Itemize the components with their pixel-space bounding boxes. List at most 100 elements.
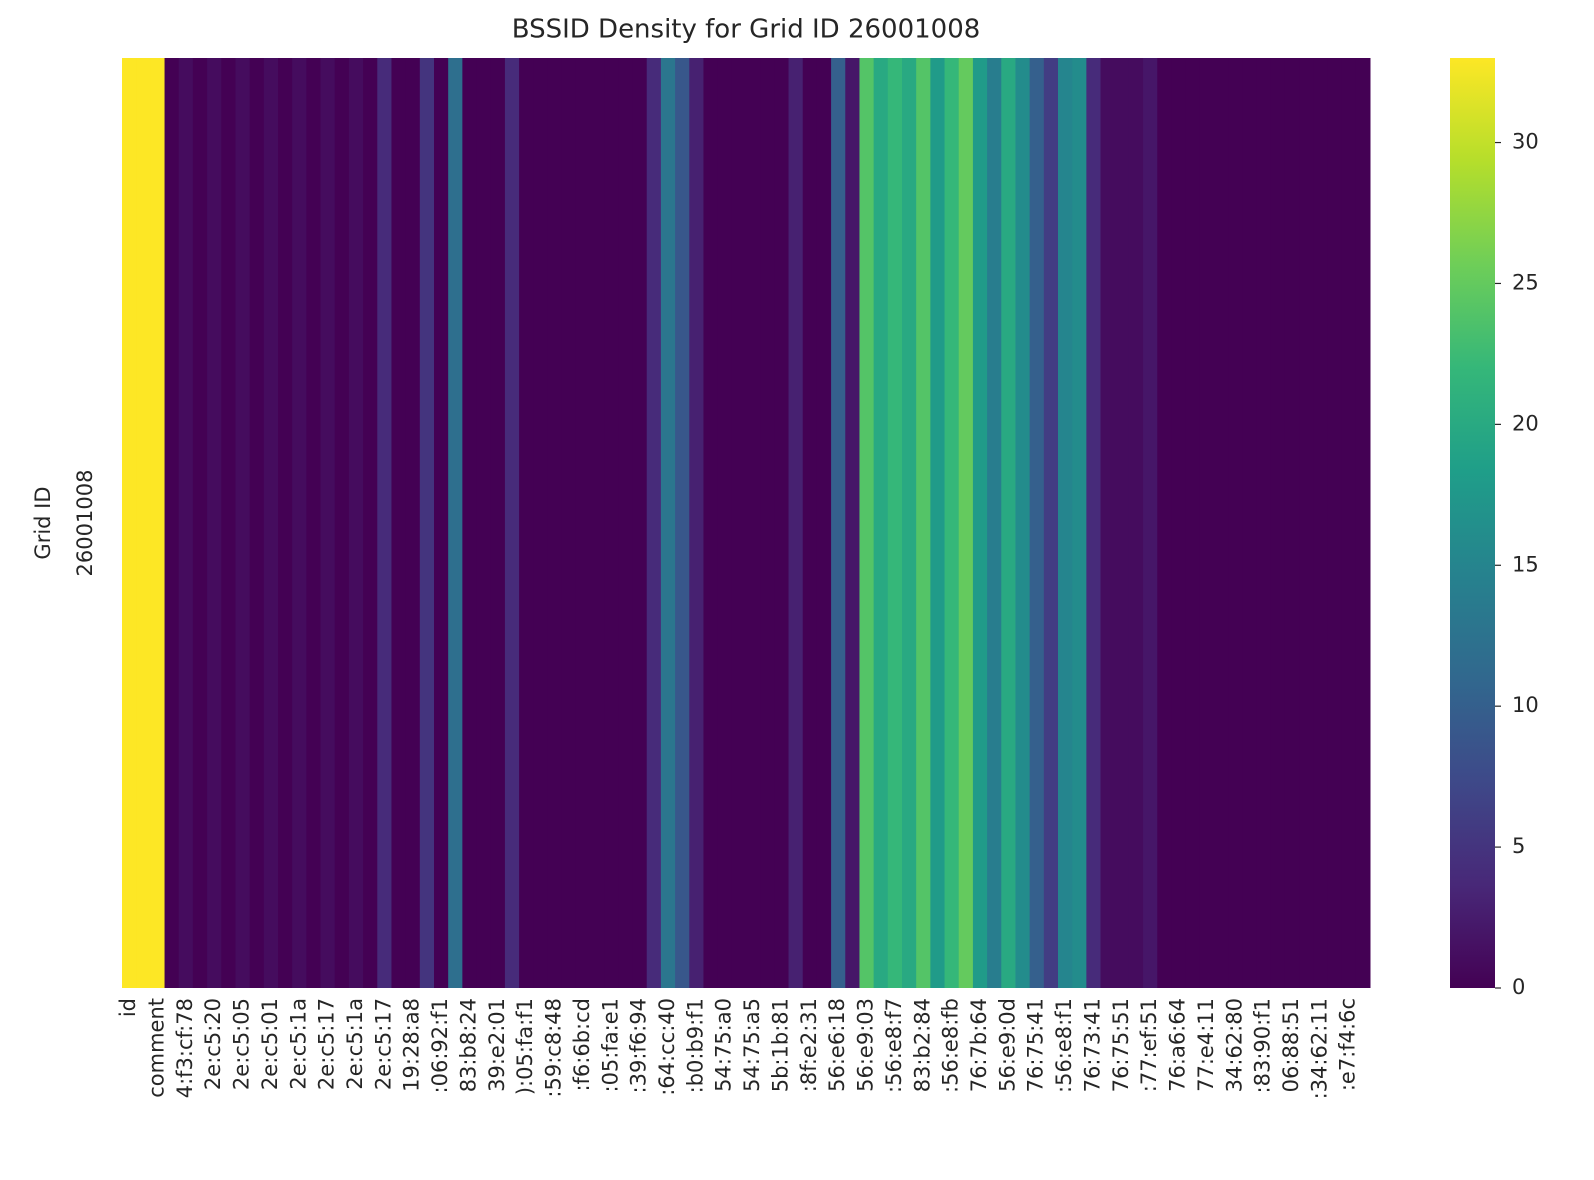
x-tick-label: :06:92:f1 (428, 998, 452, 1093)
heatmap-cell (1185, 58, 1201, 988)
x-tick-label: 76:75:51 (1109, 998, 1133, 1092)
x-tick-label: :56:e8:fb (939, 998, 963, 1093)
heatmap-cell (192, 58, 208, 988)
heatmap-cell (689, 58, 704, 988)
heatmap-cell (249, 58, 265, 988)
heatmap-cell (1043, 58, 1059, 988)
heatmap-cell (292, 58, 307, 988)
heatmap-cell (1299, 58, 1314, 988)
heatmap-cell (1284, 58, 1300, 988)
x-tick-label: :05:fa:e1 (598, 998, 622, 1093)
heatmap-cell (731, 58, 747, 988)
heatmap-cell (136, 58, 151, 988)
heatmap-cell (504, 58, 520, 988)
x-tick-label: 76:a6:64 (1166, 998, 1190, 1092)
heatmap-cell (122, 58, 137, 988)
heatmap-cell (178, 58, 194, 988)
heatmap-cell (703, 58, 719, 988)
heatmap-cell (278, 58, 293, 988)
x-tick-label: :77:ef:51 (1137, 998, 1161, 1092)
x-tick-label: :f6:6b:cd (570, 998, 594, 1092)
colorbar-tick-label: 10 (1512, 693, 1539, 717)
x-tick-label: 76:73:41 (1080, 998, 1104, 1092)
heatmap-cell (1242, 58, 1258, 988)
heatmap-cell (547, 58, 563, 988)
heatmap-cell (434, 58, 449, 988)
heatmap-cell (604, 58, 619, 988)
y-axis-label: Grid ID (31, 486, 55, 559)
chart-title: BSSID Density for Grid ID 26001008 (512, 15, 981, 45)
x-tick-label: 2e:c5:1a (286, 998, 310, 1090)
x-tick-label: 56:e9:03 (854, 998, 878, 1092)
heatmap-cell (831, 58, 846, 988)
x-tick-label: 76:75:41 (1024, 998, 1048, 1092)
x-tick-label: :64:cc:40 (655, 998, 679, 1096)
heatmap-cell (774, 58, 790, 988)
heatmap-cell (632, 58, 648, 988)
heatmap-cell (1157, 58, 1172, 988)
heatmap-cell (646, 58, 662, 988)
heatmap-cell (1228, 58, 1243, 988)
heatmap-cell (845, 58, 860, 988)
x-tick-label: 2e:c5:1a (343, 998, 367, 1090)
x-tick-label: :59:c8:48 (542, 998, 566, 1098)
x-tick-label: 56:e9:0d (995, 998, 1019, 1092)
x-tick-label: 2e:c5:05 (230, 998, 254, 1090)
heatmap-cell (363, 58, 378, 988)
heatmap-cell (788, 58, 804, 988)
x-tick-label: :e7:f4:6c (1336, 998, 1360, 1091)
heatmap-cell (533, 58, 548, 988)
colorbar-tick-label: 25 (1512, 270, 1539, 294)
x-tick-label: comment (144, 998, 168, 1098)
y-tick-label: 26001008 (73, 470, 97, 577)
heatmap-cell (1128, 58, 1144, 988)
heatmap-cell (916, 58, 931, 988)
x-tick-label: 39:e2:01 (485, 998, 509, 1092)
x-tick-label: 2e:c5:20 (201, 998, 225, 1090)
heatmap-cell (1214, 58, 1229, 988)
x-tick-label: ):05:fa:f1 (513, 998, 537, 1095)
x-tick-label: 76:7b:64 (967, 998, 991, 1092)
heatmap-cell (519, 58, 534, 988)
heatmap-cell (958, 58, 974, 988)
heatmap-cell (717, 58, 733, 988)
x-tick-label: :8f:e2:31 (797, 998, 821, 1092)
heatmap-cell (1100, 58, 1116, 988)
x-tick-label: 34:62:80 (1222, 998, 1246, 1092)
heatmap-cell (1341, 58, 1357, 988)
x-tick-label: 54:75:a0 (712, 998, 736, 1092)
colorbar-tick-label: 20 (1512, 411, 1539, 435)
x-tick-label: :56:e8:f1 (1052, 998, 1076, 1093)
heatmap-cell (1015, 58, 1031, 988)
heatmap-cell (1199, 58, 1215, 988)
heatmap-cell (462, 58, 478, 988)
x-tick-label: :56:e8:f7 (882, 998, 906, 1093)
heatmap-cell (1327, 58, 1343, 988)
heatmap-cell (348, 58, 364, 988)
heatmap-cell (1086, 58, 1102, 988)
heatmap-cell (944, 58, 960, 988)
x-tick-label: 54:75:a5 (740, 998, 764, 1092)
heatmap-cell (235, 58, 251, 988)
x-tick-label: 2e:c5:01 (258, 998, 282, 1090)
heatmap-cell (1029, 58, 1045, 988)
heatmap-cell (306, 58, 322, 988)
heatmap-cell (476, 58, 492, 988)
heatmap-cell (873, 58, 889, 988)
heatmap-cell (1355, 58, 1371, 988)
heatmap-cell (859, 58, 875, 988)
heatmap-cell (320, 58, 336, 988)
heatmap-cell (930, 58, 946, 988)
heatmap-cell (391, 58, 407, 988)
x-tick-label: 83:b2:84 (910, 998, 934, 1092)
heatmap-cell (746, 58, 761, 988)
heatmap-cell (150, 58, 166, 988)
heatmap-cell (405, 58, 421, 988)
x-tick-label: 2e:c5:17 (371, 998, 395, 1090)
x-tick-label: 5b:1b:81 (768, 998, 792, 1092)
heatmap-cell (1256, 58, 1272, 988)
x-tick-label: 4:f3:cf:78 (173, 998, 197, 1098)
x-tick-label: 83:b8:24 (456, 998, 480, 1092)
heatmap-cell (987, 58, 1002, 988)
colorbar-tick-label: 15 (1512, 552, 1539, 576)
